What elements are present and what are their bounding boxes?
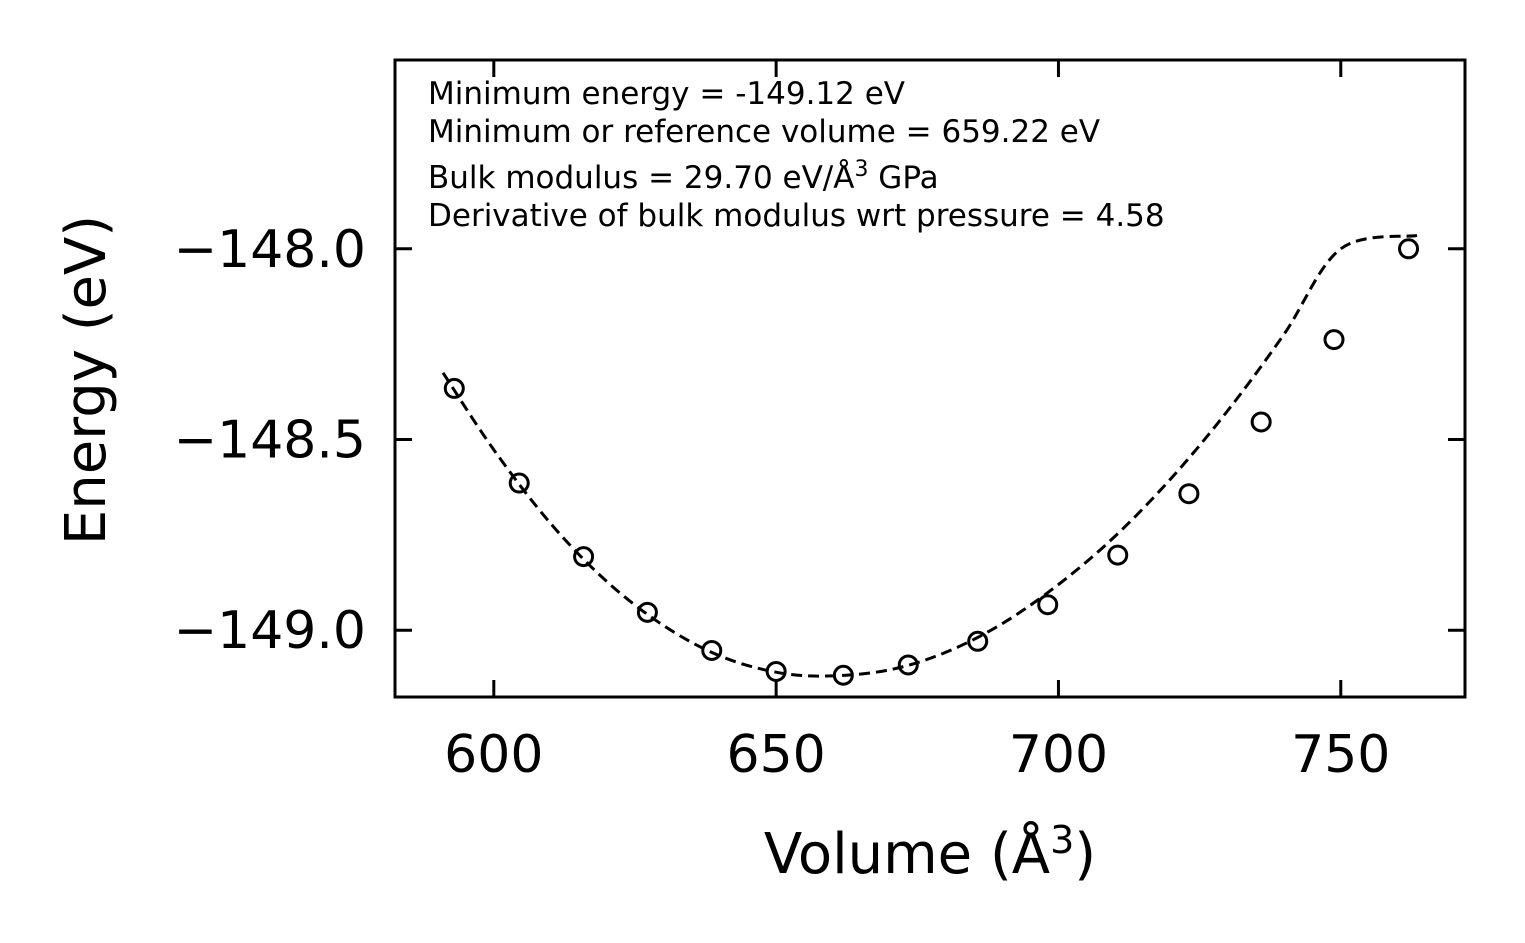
ticks-layer: 600 650 700 750 −148.0 −148.5 −149.0 — [174, 60, 1465, 785]
series-layer — [441, 234, 1420, 686]
data-point — [443, 377, 465, 399]
x-tick-label: 700 — [1009, 725, 1108, 785]
data-point — [1107, 544, 1129, 566]
x-tick-label: 600 — [444, 725, 543, 785]
y-tick-label: −148.0 — [174, 220, 366, 280]
data-point — [636, 601, 658, 623]
annotation-min-energy: Minimum energy = -149.12 eV — [428, 76, 905, 112]
data-point — [897, 654, 919, 676]
annotation-bulk-modulus: Bulk modulus = 29.70 eV/Å3 GPa — [428, 157, 939, 196]
x-axis-label-sup: 3 — [1050, 818, 1074, 862]
data-point — [832, 664, 854, 686]
x-axis-label: Volume (Å3) — [764, 818, 1096, 887]
data-point — [701, 639, 723, 661]
annotation-min-volume: Minimum or reference volume = 659.22 eV — [428, 114, 1100, 150]
x-axis-label-tail: ) — [1074, 822, 1096, 887]
x-tick-label: 650 — [727, 725, 826, 785]
plot-frame — [393, 58, 1467, 699]
x-tick-label: 750 — [1291, 725, 1390, 785]
data-point — [508, 472, 530, 494]
y-tick-label: −148.5 — [174, 411, 366, 471]
annotation-box: Minimum energy = -149.12 eV Minimum or r… — [428, 76, 1165, 234]
y-tick-label: −149.0 — [174, 601, 366, 661]
data-point — [1323, 329, 1345, 351]
data-point — [1037, 594, 1059, 616]
data-point — [1398, 238, 1420, 260]
x-axis-label-main: Volume (Å — [764, 821, 1050, 887]
y-axis-label: Energy (eV) — [54, 215, 119, 545]
annotation-bulk-modulus-sup: 3 — [854, 157, 868, 182]
data-point — [1250, 411, 1272, 433]
annotation-bulk-derivative: Derivative of bulk modulus wrt pressure … — [428, 198, 1165, 234]
data-point — [573, 546, 595, 568]
annotation-bulk-modulus-main: Bulk modulus = 29.70 eV/Å — [428, 160, 854, 196]
annotation-bulk-modulus-tail: GPa — [868, 160, 938, 196]
data-point — [1178, 483, 1200, 505]
data-point — [967, 630, 989, 652]
